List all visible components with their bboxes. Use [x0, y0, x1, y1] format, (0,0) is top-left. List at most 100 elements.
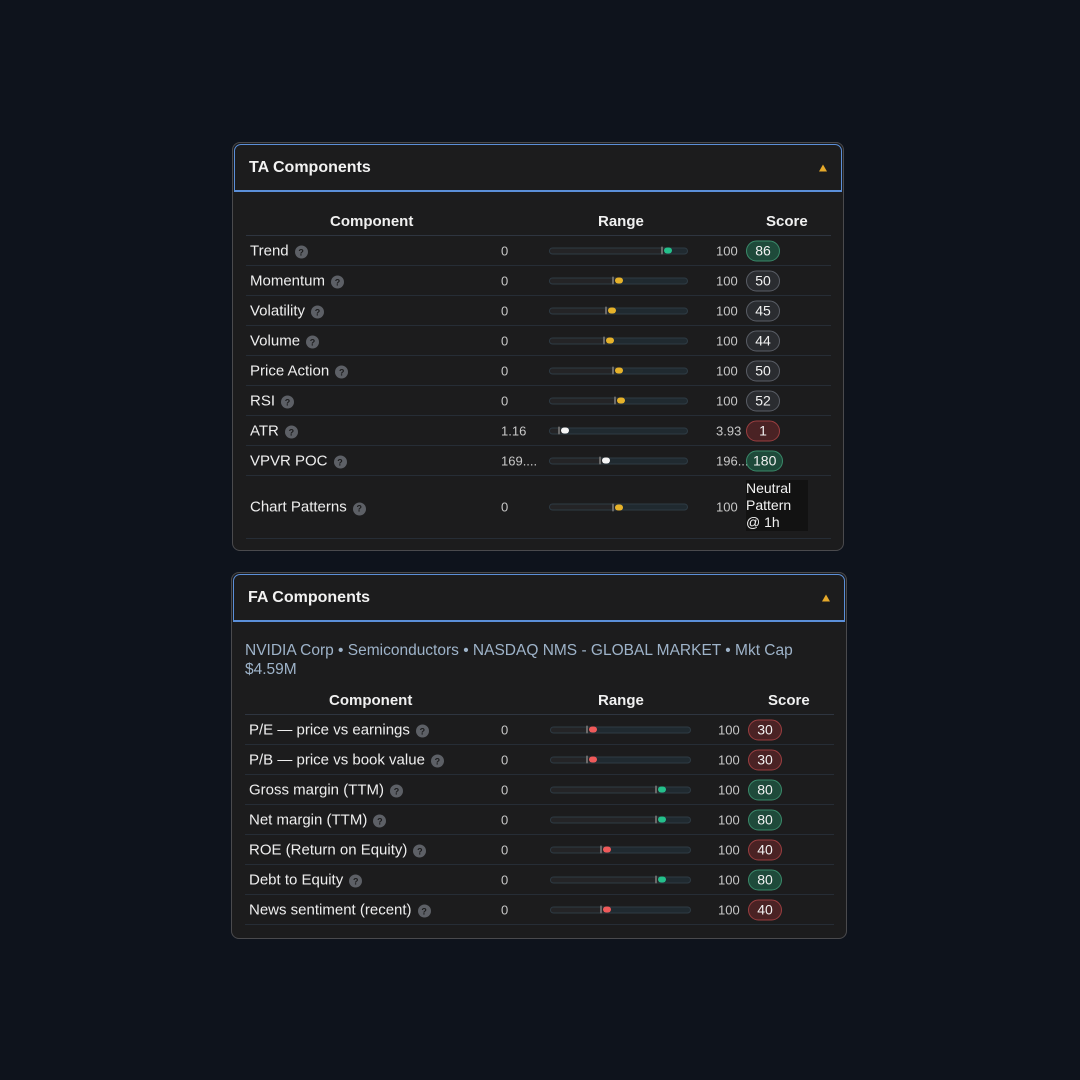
help-question-icon[interactable]: ? — [311, 305, 325, 319]
range-fill — [550, 428, 566, 433]
score-badge: 50 — [746, 360, 780, 381]
collapse-triangle-icon[interactable] — [819, 164, 827, 171]
range-marker — [611, 276, 623, 285]
table-row: P/B — price vs book value? 0 100 30 — [245, 745, 834, 775]
range-max: 100 — [716, 303, 738, 318]
score-badge: 40 — [748, 899, 782, 920]
range-track — [549, 336, 688, 345]
component-label: RSI — [250, 392, 276, 409]
component-label: P/E — price vs earnings — [249, 721, 410, 738]
help-question-icon[interactable]: ? — [430, 754, 444, 768]
range-marker — [599, 456, 611, 465]
table-row: News sentiment (recent)? 0 100 40 — [245, 895, 834, 925]
range-marker — [655, 875, 667, 884]
component-label: ROE (Return on Equity) — [249, 841, 408, 858]
range-marker — [604, 306, 616, 315]
component-name: Volatility? — [250, 302, 325, 319]
ta-table-body: Trend? 0 100 86 Momentum? 0 100 50 Volatility? 0 1… — [246, 236, 831, 539]
score-badge: 30 — [748, 719, 782, 740]
range-max: 100 — [716, 333, 738, 348]
help-question-icon[interactable]: ? — [349, 874, 363, 888]
score-badge: 86 — [746, 240, 780, 261]
fa-table: Component Range Score P/E — price vs ear… — [245, 685, 834, 925]
table-row: ATR? 1.16 3.93 1 — [246, 416, 831, 446]
range-marker — [585, 725, 597, 734]
column-header-range: Range — [598, 692, 644, 709]
range-track — [549, 366, 688, 375]
fa-table-body: P/E — price vs earnings? 0 100 30 P/B — pric… — [245, 715, 834, 925]
column-header-component: Component — [330, 213, 414, 230]
help-question-icon[interactable]: ? — [390, 784, 403, 798]
help-question-icon[interactable]: ? — [284, 425, 298, 439]
help-question-icon[interactable]: ? — [373, 814, 387, 828]
component-name: RSI? — [250, 392, 295, 409]
range-fill — [550, 504, 619, 510]
range-track — [549, 396, 688, 405]
range-fill — [550, 248, 668, 253]
score-badge: 40 — [748, 839, 782, 860]
score-badge: 180 — [746, 450, 784, 471]
component-label: Debt to Equity — [249, 871, 344, 888]
help-question-icon[interactable]: ? — [413, 844, 427, 858]
range-track — [549, 306, 688, 315]
range-min: 0 — [501, 393, 509, 408]
range-max: 100 — [718, 872, 740, 887]
ta-panel-title: TA Components — [249, 158, 371, 176]
range-marker — [655, 785, 667, 794]
fa-components-panel: FA Components NVIDIA Corp • Semiconducto… — [231, 572, 847, 939]
help-question-icon[interactable]: ? — [352, 502, 366, 515]
help-question-icon[interactable]: ? — [417, 904, 431, 918]
range-max: 100 — [718, 722, 740, 737]
help-question-icon[interactable]: ? — [281, 395, 295, 409]
component-name: Debt to Equity? — [249, 871, 363, 888]
company-meta: NVIDIA Corp • Semiconductors • NASDAQ NM… — [245, 642, 793, 678]
collapse-triangle-icon[interactable] — [822, 594, 830, 601]
help-question-icon[interactable]: ? — [331, 275, 345, 289]
help-question-icon[interactable]: ? — [294, 245, 308, 259]
range-marker — [599, 845, 611, 854]
component-name: Chart Patterns? — [250, 499, 366, 516]
range-track — [550, 905, 691, 914]
component-label: Price Action — [250, 362, 330, 379]
range-max: 100 — [716, 499, 738, 515]
fa-panel-header[interactable]: FA Components — [233, 574, 845, 622]
range-track — [549, 456, 688, 465]
fa-table-header: Component Range Score — [245, 685, 834, 715]
range-marker — [611, 503, 623, 511]
range-fill — [551, 907, 607, 912]
range-fill — [551, 847, 607, 852]
table-row: ROE (Return on Equity)? 0 100 40 — [245, 835, 834, 865]
range-min: 0 — [501, 752, 509, 767]
range-fill — [551, 787, 663, 792]
range-max: 100 — [716, 243, 738, 258]
ta-table: Component Range Score Trend? 0 100 86 Moment… — [246, 206, 831, 539]
range-min: 0 — [501, 333, 509, 348]
table-row: Volatility? 0 100 45 — [246, 296, 831, 326]
component-label: Chart Patterns — [250, 498, 347, 516]
range-fill — [551, 757, 593, 762]
component-label: P/B — price vs book value — [249, 751, 425, 768]
component-name: ROE (Return on Equity)? — [249, 841, 427, 858]
ta-panel-header[interactable]: TA Components — [234, 144, 842, 192]
range-min: 0 — [501, 782, 509, 797]
range-marker — [558, 426, 570, 435]
range-track — [550, 725, 691, 734]
score-badge: 30 — [748, 749, 782, 770]
column-header-component: Component — [329, 692, 413, 709]
score-badge: 50 — [746, 270, 780, 291]
table-row: VPVR POC? 169.... 196.... 180 — [246, 446, 831, 476]
component-name: ATR? — [250, 422, 298, 439]
help-question-icon[interactable]: ? — [335, 365, 349, 379]
score-badge: 52 — [746, 390, 780, 411]
component-name: Momentum? — [250, 272, 345, 289]
range-fill — [550, 458, 607, 463]
help-question-icon[interactable]: ? — [415, 724, 429, 738]
component-label: Gross margin (TTM) — [249, 781, 384, 798]
range-fill — [550, 338, 611, 343]
range-max: 100 — [716, 363, 738, 378]
range-marker — [611, 366, 623, 375]
table-row: Debt to Equity? 0 100 80 — [245, 865, 834, 895]
help-question-icon[interactable]: ? — [333, 455, 347, 469]
component-name: News sentiment (recent)? — [249, 901, 431, 918]
help-question-icon[interactable]: ? — [306, 335, 320, 349]
